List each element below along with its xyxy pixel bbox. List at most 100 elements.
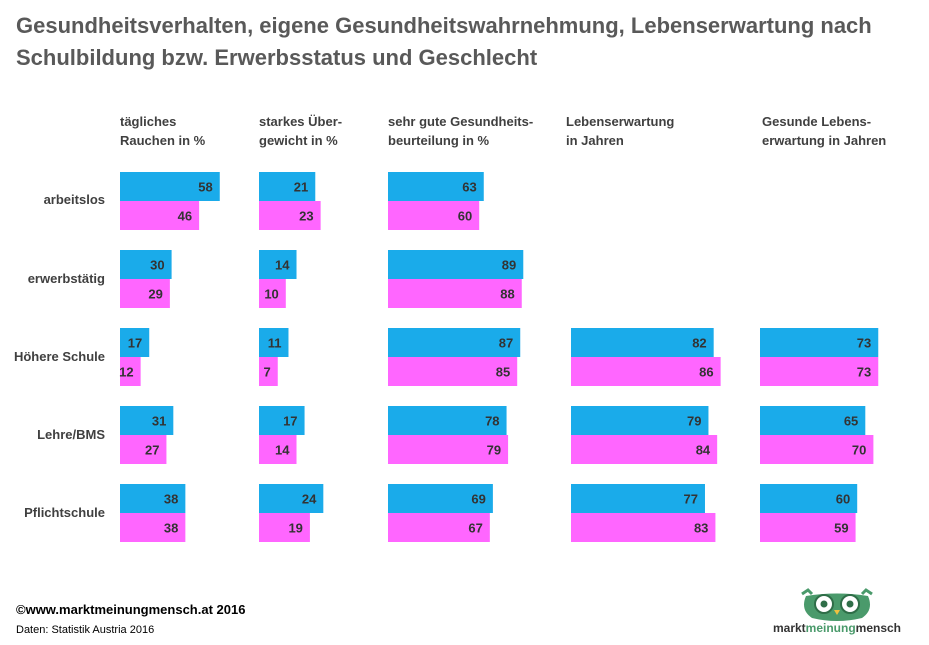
source-text: Daten: Statistik Austria 2016	[16, 624, 155, 636]
bar-smoking-erwerbstaetig-frauen	[120, 279, 170, 308]
bar-value-label: 73	[857, 365, 871, 380]
bar-value-label: 23	[299, 209, 313, 224]
bar-healthy-life-expectancy-hoehere-schule-maenner	[760, 328, 879, 357]
bar-overweight-arbeitslos-maenner	[259, 172, 316, 201]
bar-value-label: 79	[487, 443, 501, 458]
bar-value-label: 7	[264, 365, 271, 380]
bar-value-label: 27	[145, 443, 159, 458]
panel-header-healthy-life-expectancy: Gesunde Lebens- erwartung in Jahren	[762, 114, 887, 148]
bar-health-rating-lehre-bms-frauen	[388, 435, 509, 464]
bar-value-label: 14	[275, 443, 290, 458]
bar-value-label: 79	[687, 414, 701, 429]
bar-health-rating-hoehere-schule-frauen	[388, 357, 518, 386]
bar-healthy-life-expectancy-pflichtschule-frauen	[760, 513, 856, 542]
row-label-hoehere-schule: Höhere Schule	[13, 349, 105, 364]
bar-value-label: 87	[499, 336, 513, 351]
bar-overweight-pflichtschule-maenner	[259, 484, 324, 513]
bar-overweight-erwerbstaetig-frauen	[259, 279, 286, 308]
bar-life-expectancy-lehre-bms-maenner	[571, 406, 709, 435]
bar-value-label: 82	[692, 336, 706, 351]
bar-value-label: 58	[198, 180, 212, 195]
bar-value-label: 30	[150, 258, 164, 273]
bar-value-label: 38	[164, 521, 178, 536]
copyright-text: ©www.marktmeinungmensch.at 2016	[16, 602, 246, 617]
owl-icon	[801, 588, 873, 621]
bar-value-label: 65	[844, 414, 858, 429]
bar-value-label: 14	[275, 258, 290, 273]
bar-overweight-lehre-bms-maenner	[259, 406, 305, 435]
bar-healthy-life-expectancy-hoehere-schule-frauen	[760, 357, 879, 386]
bar-value-label: 67	[468, 521, 482, 536]
bar-value-label: 73	[857, 336, 871, 351]
bar-smoking-pflichtschule-frauen	[120, 513, 186, 542]
bar-value-label: 17	[283, 414, 297, 429]
bar-value-label: 46	[178, 209, 192, 224]
bar-health-rating-pflichtschule-frauen	[388, 513, 490, 542]
bar-life-expectancy-hoehere-schule-frauen	[571, 357, 721, 386]
bar-overweight-hoehere-schule-frauen	[259, 357, 278, 386]
bar-smoking-lehre-bms-frauen	[120, 435, 167, 464]
bar-smoking-erwerbstaetig-maenner	[120, 250, 172, 279]
bar-smoking-arbeitslos-frauen	[120, 201, 200, 230]
brand-logo: marktmeinungmensch	[762, 588, 912, 638]
bar-value-label: 83	[694, 521, 708, 536]
panel-header-smoking: tägliches Rauchen in %	[120, 114, 206, 148]
bar-value-label: 85	[496, 365, 510, 380]
bar-life-expectancy-pflichtschule-maenner	[571, 484, 705, 513]
bar-smoking-hoehere-schule-frauen	[120, 357, 141, 386]
bar-value-label: 60	[836, 492, 850, 507]
panel-header-overweight: starkes Über- gewicht in %	[259, 114, 343, 148]
row-label-arbeitslos: arbeitslos	[43, 192, 105, 207]
bar-health-rating-erwerbstaetig-frauen	[388, 279, 522, 308]
bar-value-label: 86	[699, 365, 713, 380]
bar-health-rating-hoehere-schule-maenner	[388, 328, 521, 357]
chart-title: Gesundheitsverhalten, eigene Gesundheits…	[16, 13, 872, 70]
bar-value-label: 77	[684, 492, 698, 507]
panel-header-health-rating: sehr gute Gesundheits- beurteilung in %	[388, 114, 534, 148]
bar-healthy-life-expectancy-lehre-bms-maenner	[760, 406, 866, 435]
bar-value-label: 84	[696, 443, 711, 458]
bar-healthy-life-expectancy-lehre-bms-frauen	[760, 435, 874, 464]
bar-smoking-arbeitslos-maenner	[120, 172, 220, 201]
bar-value-label: 12	[119, 365, 133, 380]
bar-overweight-arbeitslos-frauen	[259, 201, 321, 230]
bar-overweight-hoehere-schule-maenner	[259, 328, 289, 357]
bar-value-label: 17	[128, 336, 142, 351]
bar-value-label: 59	[834, 521, 848, 536]
bar-health-rating-pflichtschule-maenner	[388, 484, 493, 513]
bar-health-rating-arbeitslos-frauen	[388, 201, 480, 230]
row-label-lehre-bms: Lehre/BMS	[37, 427, 105, 442]
bar-health-rating-arbeitslos-maenner	[388, 172, 484, 201]
bar-healthy-life-expectancy-pflichtschule-maenner	[760, 484, 858, 513]
bar-value-label: 69	[471, 492, 485, 507]
bar-overweight-lehre-bms-frauen	[259, 435, 297, 464]
bar-life-expectancy-hoehere-schule-maenner	[571, 328, 714, 357]
bar-value-label: 29	[148, 287, 162, 302]
bar-value-label: 78	[485, 414, 499, 429]
bar-overweight-erwerbstaetig-maenner	[259, 250, 297, 279]
bar-value-label: 70	[852, 443, 866, 458]
bar-health-rating-erwerbstaetig-maenner	[388, 250, 524, 279]
logo-text: marktmeinungmensch	[772, 621, 902, 635]
row-label-pflichtschule: Pflichtschule	[24, 505, 105, 520]
bar-overweight-pflichtschule-frauen	[259, 513, 310, 542]
bar-value-label: 60	[458, 209, 472, 224]
bar-value-label: 21	[294, 180, 308, 195]
bar-value-label: 11	[268, 336, 282, 351]
bar-value-label: 24	[302, 492, 317, 507]
bar-life-expectancy-pflichtschule-frauen	[571, 513, 716, 542]
row-label-erwerbstaetig: erwerbstätig	[27, 271, 105, 286]
bar-value-label: 31	[152, 414, 166, 429]
bar-health-rating-lehre-bms-maenner	[388, 406, 507, 435]
bar-value-label: 10	[264, 287, 278, 302]
bar-value-label: 89	[502, 258, 516, 273]
bar-value-label: 38	[164, 492, 178, 507]
bar-smoking-pflichtschule-maenner	[120, 484, 186, 513]
bar-value-label: 88	[500, 287, 514, 302]
bar-value-label: 63	[462, 180, 476, 195]
bar-life-expectancy-lehre-bms-frauen	[571, 435, 718, 464]
panel-header-life-expectancy: Lebenserwartung in Jahren	[566, 114, 675, 148]
bar-value-label: 19	[288, 521, 302, 536]
bar-smoking-lehre-bms-maenner	[120, 406, 174, 435]
